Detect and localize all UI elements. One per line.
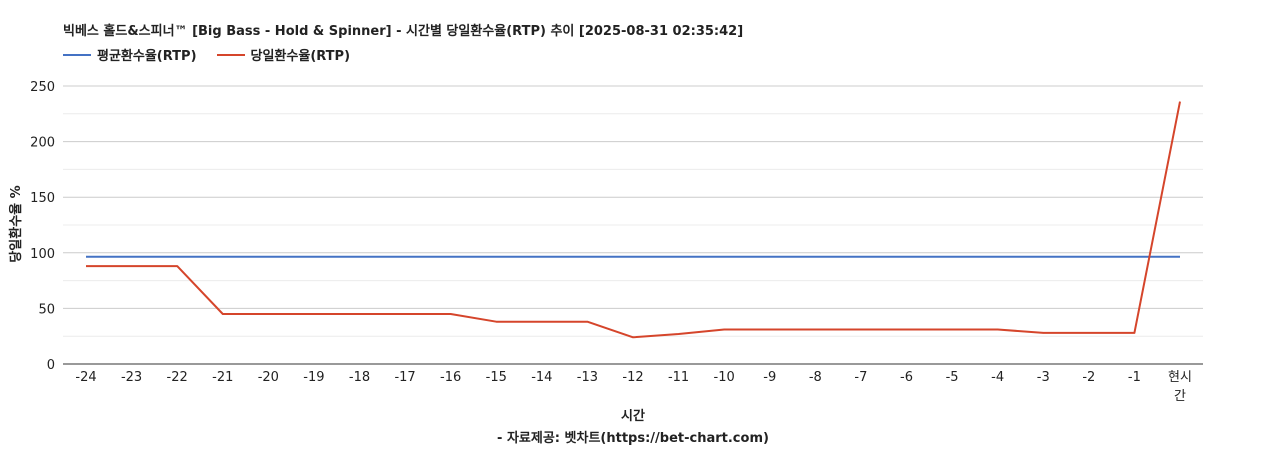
x-tick-label: -15 (486, 370, 507, 385)
x-tick-label: -11 (668, 370, 689, 385)
x-tick-label: -16 (440, 370, 461, 385)
y-tick-label: 200 (30, 136, 55, 151)
x-tick-label: -17 (394, 370, 415, 385)
y-axis-title: 당일환수율 % (8, 185, 24, 262)
y-tick-labels: 0 50 100 150 200 250 (30, 80, 55, 373)
legend-label-average: 평균환수율(RTP) (97, 49, 197, 64)
source-credit: - 자료제공: 벳차트(https://bet-chart.com) (497, 430, 769, 446)
x-tick-label: -13 (577, 370, 598, 385)
legend-label-daily: 당일환수율(RTP) (250, 49, 351, 64)
legend-swatch-average (63, 53, 91, 56)
x-tick-label: -8 (809, 370, 822, 385)
x-tick-label: 현시 간 (1168, 370, 1192, 404)
legend-item-daily[interactable]: 당일환수율(RTP) (216, 45, 351, 64)
grid-lines (63, 85, 1203, 365)
chart-legend: 평균환수율(RTP) 당일환수율(RTP) (63, 45, 350, 64)
x-tick-label: -10 (714, 370, 735, 385)
x-tick-label: -18 (349, 370, 370, 385)
legend-swatch-daily (216, 53, 245, 56)
chart-title: 빅베스 홀드&스피너™ [Big Bass - Hold & Spinner] … (63, 24, 744, 39)
x-tick-label: -1 (1128, 370, 1141, 385)
x-tick-label: -4 (991, 370, 1004, 385)
x-tick-label: -23 (121, 370, 142, 385)
y-tick-label: 150 (30, 191, 55, 206)
x-tick-labels: -24 -23 -22 -21 -20 -19 -18 -17 -16 -15 -14 -13 -12 -… (75, 370, 1192, 404)
x-tick-label: -2 (1082, 370, 1095, 385)
legend-item-average[interactable]: 평균환수율(RTP) (63, 45, 197, 64)
x-tick-label: -19 (303, 370, 324, 385)
x-tick-label: -20 (258, 370, 279, 385)
series-line-daily[interactable] (86, 101, 1181, 339)
x-tick-label: -3 (1037, 370, 1050, 385)
y-tick-label: 50 (38, 302, 55, 317)
y-tick-label: 250 (30, 80, 55, 95)
x-tick-label: -5 (946, 370, 959, 385)
x-tick-label: -24 (75, 370, 96, 385)
x-tick-label: -12 (622, 370, 643, 385)
x-tick-label: -22 (167, 370, 188, 385)
x-tick-label: -7 (854, 370, 867, 385)
x-axis-title: 시간 (621, 408, 645, 424)
x-tick-label: -6 (900, 370, 913, 385)
y-tick-label: 0 (47, 358, 55, 373)
x-tick-label: -21 (212, 370, 233, 385)
series-lines (86, 101, 1181, 339)
x-tick-label: -14 (531, 370, 552, 385)
x-tick-label: -9 (763, 370, 776, 385)
y-tick-label: 100 (30, 247, 55, 262)
